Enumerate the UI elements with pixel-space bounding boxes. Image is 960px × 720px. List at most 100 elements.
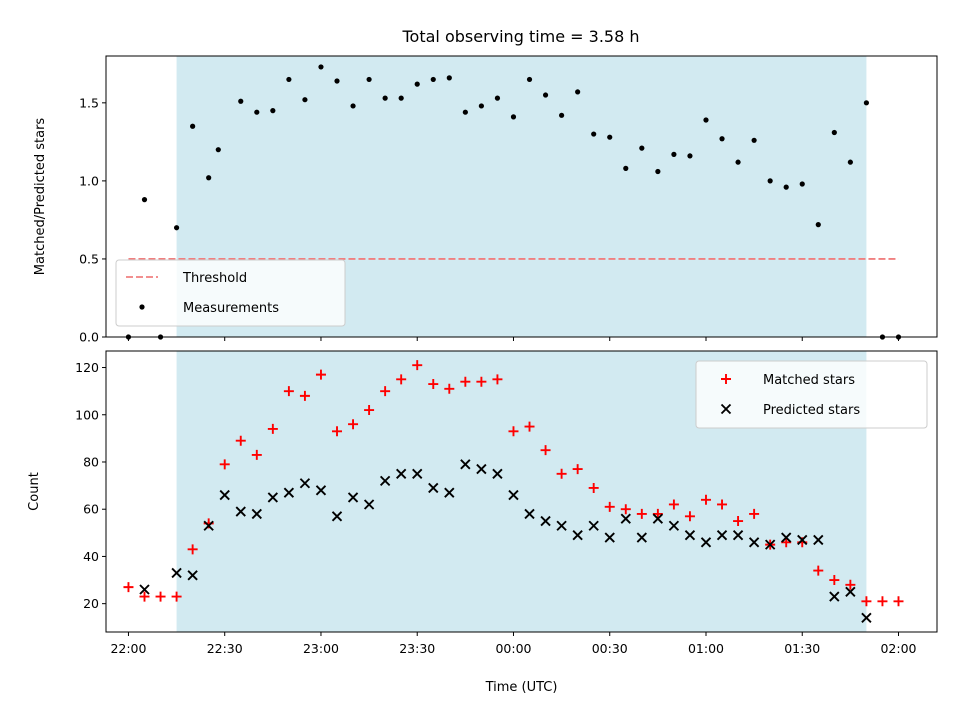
data-point-x [363, 499, 375, 510]
data-point-plus [267, 423, 278, 434]
legend-box [115, 259, 346, 327]
data-point-x [829, 591, 840, 602]
data-point-x [267, 492, 279, 503]
data-point-dot [783, 184, 789, 190]
data-point-plus [396, 374, 407, 385]
data-point-x [636, 532, 647, 543]
data-point-x [668, 520, 680, 531]
y-tick-label: 60 [83, 502, 99, 517]
data-point-x [716, 530, 728, 541]
data-point-plus [893, 596, 904, 607]
data-point-x [396, 468, 407, 479]
data-point-dot [526, 76, 533, 83]
data-point-dot [510, 114, 517, 120]
data-point-x [748, 537, 760, 548]
data-point-dot [639, 145, 645, 151]
data-point-dot [382, 95, 388, 101]
data-point-x [412, 468, 423, 479]
data-point-dot [607, 134, 613, 140]
data-point-x [732, 530, 744, 541]
data-point-x [572, 530, 583, 541]
data-point-dot [141, 197, 148, 203]
data-point-dot [270, 108, 276, 114]
data-point-dot [206, 175, 212, 181]
data-point-dot [318, 64, 324, 70]
data-point-x [813, 534, 824, 546]
data-point-dot [190, 123, 196, 129]
data-point-plus [733, 516, 744, 527]
data-point-plus [524, 421, 535, 432]
data-point-x [524, 508, 535, 520]
data-point-dot [238, 98, 244, 104]
data-point-plus [540, 445, 551, 456]
data-point-x [347, 492, 359, 503]
x-axis-label: Time (UTC) [485, 680, 558, 695]
legend: Threshold Measurements [115, 259, 346, 327]
data-point-dot [623, 165, 629, 171]
data-point-x [684, 530, 696, 541]
ratio-panel: 0.0 0.5 1.0 1.5 Matched/Predicted stars Thres… [33, 55, 938, 345]
data-point-dot [398, 95, 404, 101]
data-point-x [764, 539, 776, 550]
data-point-x [700, 537, 712, 548]
data-point-dot [430, 76, 436, 83]
data-point-plus [444, 383, 455, 394]
data-point-x [379, 475, 391, 487]
x-tick-label: 23:30 [399, 641, 435, 656]
data-point-dot [559, 112, 565, 118]
data-point-x [235, 506, 246, 517]
data-point-plus [171, 591, 182, 602]
data-point-dot [446, 75, 452, 81]
data-point-plus [588, 482, 599, 493]
data-point-plus [829, 575, 840, 586]
data-point-x [428, 482, 439, 494]
data-point-plus [364, 405, 375, 416]
data-point-x [588, 520, 599, 531]
data-point-dot [575, 89, 581, 95]
data-point-plus [877, 596, 888, 607]
data-point-plus [476, 376, 487, 387]
data-point-x [444, 487, 455, 498]
data-point-x [540, 515, 551, 527]
data-point-plus [123, 582, 134, 593]
y-axis-label: Matched/Predicted stars [33, 118, 48, 276]
data-point-dot [302, 97, 308, 103]
y-axis-label: Count [27, 472, 42, 511]
data-point-dot [751, 137, 757, 143]
data-point-dot [414, 81, 420, 87]
data-point-plus [717, 499, 728, 510]
y-tick-label: 100 [75, 407, 99, 422]
data-point-plus [235, 435, 246, 446]
legend-matched-swatch [721, 374, 731, 384]
y-tick-label: 40 [83, 549, 99, 564]
data-point-dot [591, 131, 597, 137]
data-point-x [604, 532, 615, 543]
data-point-plus [283, 386, 294, 397]
data-point-dot [254, 109, 260, 115]
data-point-dot [831, 129, 837, 136]
data-point-plus [861, 596, 872, 607]
data-point-plus [219, 459, 230, 470]
chart-title: Total observing time = 3.58 h [401, 27, 639, 46]
data-point-plus [187, 544, 198, 555]
data-point-dot [215, 147, 221, 153]
x-tick-label: 01:00 [688, 641, 724, 656]
data-point-plus [412, 360, 423, 371]
data-point-dot [334, 78, 340, 84]
x-tick-label: 23:00 [303, 641, 339, 656]
data-point-x [492, 468, 503, 479]
data-point-dot [494, 95, 501, 101]
data-point-plus [139, 591, 150, 602]
data-point-dot [462, 109, 468, 115]
data-point-plus [636, 508, 647, 519]
data-point-plus [845, 579, 856, 590]
legend-predicted-swatch [720, 403, 732, 415]
data-point-plus [620, 504, 631, 515]
data-point-plus [668, 499, 679, 510]
y-tick-label: 80 [83, 454, 99, 469]
count-panel: 20 40 60 80 100 120 22:00 22:30 23:00 23:30 00:00 0… [27, 350, 938, 695]
data-point-plus [556, 468, 567, 479]
data-point-plus [813, 565, 824, 576]
data-point-x [315, 485, 327, 496]
